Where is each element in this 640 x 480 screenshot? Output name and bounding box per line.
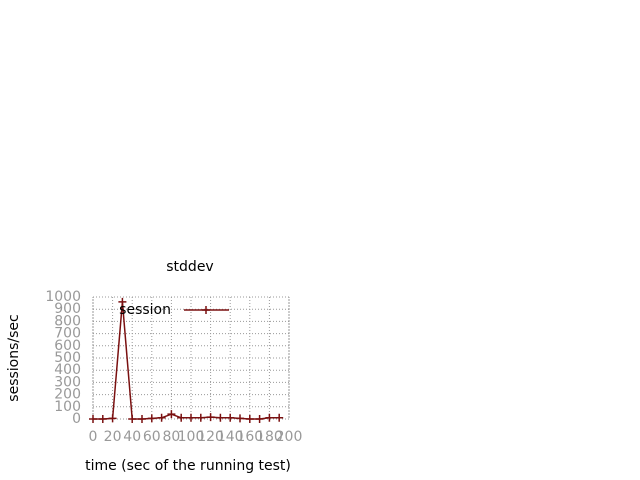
x-axis-label: time (sec of the running test)	[85, 458, 291, 474]
y-tick-label: 0	[72, 411, 81, 427]
data-point	[265, 413, 274, 422]
data-point	[255, 415, 264, 423]
x-tick-label: 120	[197, 429, 224, 445]
y-tick-label: 800	[54, 313, 81, 329]
data-point	[275, 413, 284, 422]
data-point	[196, 413, 205, 422]
data-point	[89, 415, 97, 423]
y-tick-label: 700	[54, 326, 81, 342]
x-tick-label: 80	[162, 429, 180, 445]
y-axis-label: sessions/sec	[6, 314, 22, 401]
y-tick-label: 500	[54, 350, 81, 366]
data-point	[245, 415, 254, 423]
data-point	[147, 414, 156, 423]
x-tick-label: 0	[89, 429, 98, 445]
y-tick-label: 400	[54, 362, 81, 378]
x-tick-label: 160	[236, 429, 263, 445]
data-point	[177, 413, 186, 422]
y-tick-label: 600	[54, 338, 81, 354]
y-tick-label: 100	[54, 399, 81, 415]
data-point	[167, 410, 176, 419]
data-point	[98, 415, 107, 423]
x-tick-label: 20	[104, 429, 122, 445]
x-tick-label: 180	[256, 429, 283, 445]
data-point	[216, 413, 225, 422]
chart-title: stddev	[166, 259, 213, 275]
data-point	[128, 415, 137, 423]
x-tick-label: 100	[178, 429, 205, 445]
data-point	[118, 297, 127, 306]
legend-marker	[202, 306, 210, 314]
data-point	[108, 414, 117, 423]
data-point	[236, 414, 244, 423]
x-tick-label: 200	[276, 429, 303, 445]
data-point	[138, 415, 146, 423]
series-line	[93, 301, 280, 420]
x-tick-label: 140	[217, 429, 244, 445]
y-tick-label: 1000	[45, 289, 81, 305]
legend-label: session	[119, 302, 171, 318]
y-tick-label: 900	[54, 301, 81, 317]
data-point	[187, 413, 195, 422]
x-tick-label: 40	[123, 429, 141, 445]
data-point	[157, 413, 166, 422]
data-point	[206, 413, 215, 422]
x-tick-label: 60	[143, 429, 161, 445]
y-tick-label: 200	[54, 387, 81, 403]
data-point	[226, 413, 235, 422]
y-tick-label: 300	[54, 374, 81, 390]
